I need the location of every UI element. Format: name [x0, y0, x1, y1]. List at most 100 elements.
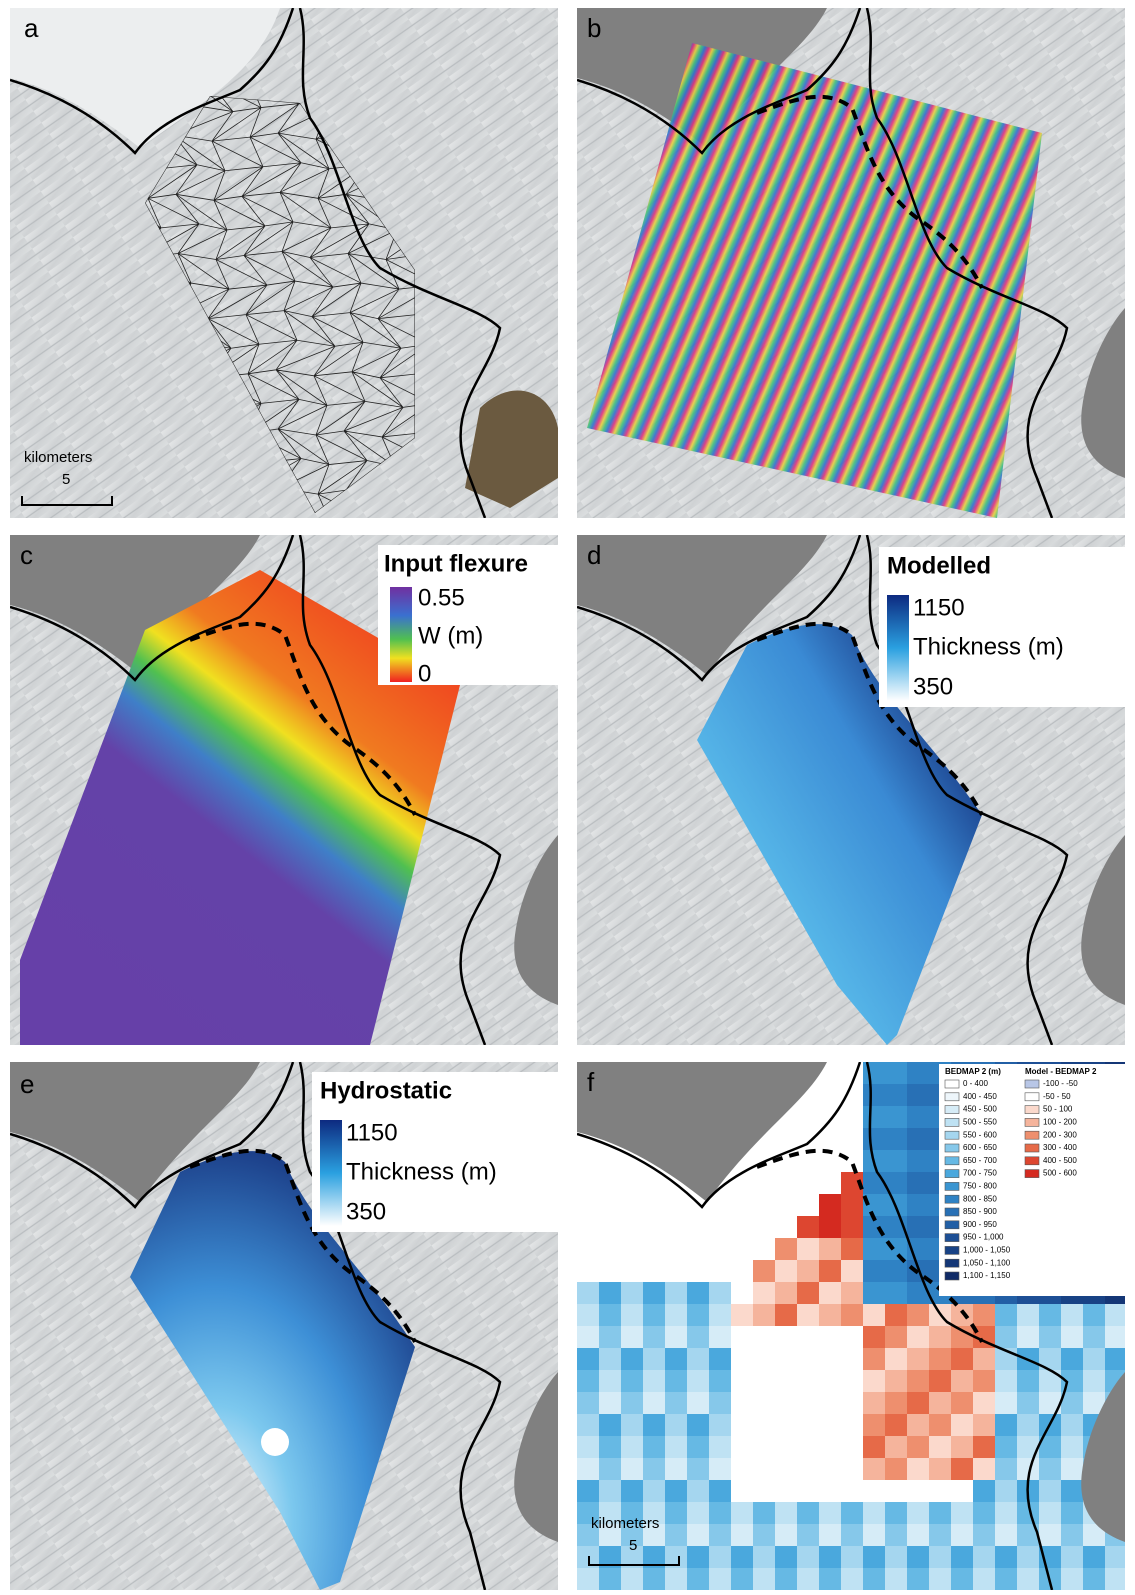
grid-cell [1083, 1348, 1105, 1370]
grid-cell [885, 1546, 907, 1568]
panel-label: c [20, 540, 33, 570]
grid-cell [731, 1502, 753, 1524]
grid-cell [995, 1436, 1017, 1458]
grid-cell [929, 1436, 951, 1458]
grid-cell [599, 1326, 621, 1348]
grid-cell [687, 1480, 709, 1502]
panel-a: a kilometers 5 [10, 8, 558, 518]
grid-cell [797, 1546, 819, 1568]
legend-label: 500 - 550 [963, 1118, 997, 1127]
grid-cell [995, 1414, 1017, 1436]
legend-title: Input flexure [384, 550, 528, 577]
grid-cell [973, 1348, 995, 1370]
grid-cell [929, 1568, 951, 1590]
grid-cell [929, 1524, 951, 1546]
grid-cell [885, 1414, 907, 1436]
grid-cell [665, 1370, 687, 1392]
grid-cell [1061, 1436, 1083, 1458]
legend-swatch [945, 1234, 959, 1242]
grid-cell [687, 1568, 709, 1590]
color-bar [887, 595, 909, 701]
grid-cell [841, 1238, 863, 1260]
grid-cell [841, 1524, 863, 1546]
legend-swatch [945, 1208, 959, 1216]
map: BEDMAP 2 (m)0 - 400400 - 450450 - 500500… [577, 1062, 1125, 1590]
grid-cell [951, 1304, 973, 1326]
grid-cell [951, 1414, 973, 1436]
grid-cell [973, 1524, 995, 1546]
legend-label: 700 - 750 [963, 1169, 997, 1178]
grid-cell [819, 1216, 841, 1238]
grid-cell [995, 1304, 1017, 1326]
grid-cell [599, 1370, 621, 1392]
grid-cell [797, 1304, 819, 1326]
legend-swatch [945, 1157, 959, 1165]
grid-cell [973, 1480, 995, 1502]
grid-cell [907, 1194, 929, 1216]
grid-cell [1039, 1502, 1061, 1524]
grid-cell [951, 1436, 973, 1458]
grid-cell [709, 1326, 731, 1348]
grid-cell [1017, 1370, 1039, 1392]
grid-cell [599, 1436, 621, 1458]
legend-swatch [945, 1182, 959, 1190]
grid-cell [973, 1568, 995, 1590]
legend-label: 900 - 950 [963, 1220, 997, 1229]
grid-cell [775, 1568, 797, 1590]
grid-cell [643, 1392, 665, 1414]
grid-cell [907, 1524, 929, 1546]
grid-cell [1061, 1414, 1083, 1436]
grid-cell [577, 1480, 599, 1502]
legend-title: BEDMAP 2 (m) [945, 1067, 1001, 1076]
grid-cell [797, 1216, 819, 1238]
grid-cell [841, 1546, 863, 1568]
legend-label: 1,100 - 1,150 [963, 1271, 1011, 1280]
grid-cell [819, 1568, 841, 1590]
legend-min: 0 [418, 660, 431, 687]
panel-e: Hydrostatic 1150 Thickness (m) 350 e [10, 1062, 558, 1590]
grid-cell [907, 1370, 929, 1392]
grid-cell [885, 1150, 907, 1172]
grid-cell [775, 1546, 797, 1568]
grid-cell [709, 1414, 731, 1436]
grid-cell [1061, 1524, 1083, 1546]
grid-cell [951, 1370, 973, 1392]
grid-cell [621, 1480, 643, 1502]
grid-cell [907, 1392, 929, 1414]
legend-label: 800 - 850 [963, 1194, 997, 1203]
grid-cell [863, 1084, 885, 1106]
grid-cell [621, 1392, 643, 1414]
grid-cell [907, 1568, 929, 1590]
grid-cell [731, 1568, 753, 1590]
legend-min: 350 [913, 673, 953, 700]
legend-label: 0 - 400 [963, 1079, 988, 1088]
legend-max: 0.55 [418, 584, 465, 611]
legend-swatch [945, 1259, 959, 1267]
legend-label: 950 - 1,000 [963, 1233, 1004, 1242]
grid-cell [1105, 1348, 1125, 1370]
grid-cell [577, 1370, 599, 1392]
grid-cell [841, 1194, 863, 1216]
grid-cell [797, 1524, 819, 1546]
grid-cell [621, 1436, 643, 1458]
grid-cell [885, 1370, 907, 1392]
grid-cell [665, 1568, 687, 1590]
scale-value: 5 [62, 471, 70, 488]
grid-cell [1039, 1524, 1061, 1546]
grid-cell [973, 1502, 995, 1524]
grid-cell [665, 1348, 687, 1370]
map: b [577, 8, 1125, 518]
grid-cell [797, 1568, 819, 1590]
grid-cell [599, 1282, 621, 1304]
grid-cell [709, 1370, 731, 1392]
grid-cell [687, 1458, 709, 1480]
grid-cell [885, 1128, 907, 1150]
legend-swatch [1025, 1170, 1039, 1178]
grid-cell [907, 1106, 929, 1128]
grid-cell [665, 1502, 687, 1524]
grid-cell [995, 1546, 1017, 1568]
grid-cell [797, 1260, 819, 1282]
grid-cell [863, 1172, 885, 1194]
grid-cell [863, 1546, 885, 1568]
grid-cell [687, 1392, 709, 1414]
